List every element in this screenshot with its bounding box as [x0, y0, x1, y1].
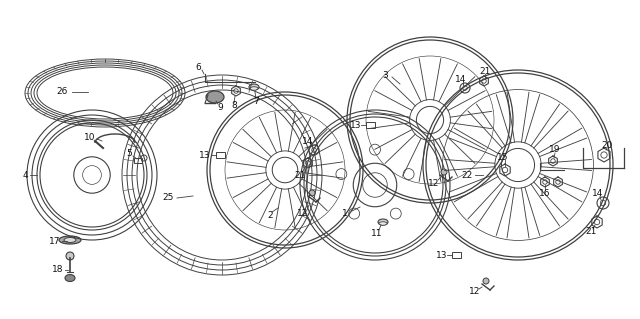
Ellipse shape: [64, 238, 76, 242]
Text: 25: 25: [163, 194, 173, 203]
Circle shape: [441, 169, 447, 175]
Text: 5: 5: [126, 150, 132, 159]
Text: 16: 16: [540, 189, 551, 197]
Bar: [134, 158, 142, 163]
Text: 15: 15: [497, 152, 509, 161]
Text: 12: 12: [469, 287, 481, 296]
Text: 3: 3: [382, 70, 388, 79]
Text: 4: 4: [22, 170, 28, 180]
Text: 1: 1: [342, 209, 348, 218]
Text: 6: 6: [195, 63, 201, 72]
Text: 11: 11: [371, 228, 383, 238]
Text: 2: 2: [267, 211, 273, 219]
Circle shape: [309, 190, 315, 196]
Text: 14: 14: [455, 75, 467, 84]
Circle shape: [66, 252, 74, 260]
Ellipse shape: [65, 275, 75, 281]
Text: 14: 14: [302, 137, 314, 145]
Text: 13: 13: [199, 151, 211, 160]
Text: 18: 18: [52, 265, 64, 275]
Text: 21: 21: [479, 66, 491, 76]
Text: 17: 17: [49, 236, 61, 246]
Ellipse shape: [378, 219, 388, 225]
Text: 13: 13: [350, 121, 362, 130]
Text: 20: 20: [602, 140, 612, 150]
Text: 21: 21: [294, 170, 306, 180]
Ellipse shape: [379, 222, 387, 225]
Ellipse shape: [206, 91, 224, 103]
Text: 12: 12: [298, 209, 308, 218]
Text: 22: 22: [461, 170, 472, 180]
Text: 8: 8: [231, 101, 237, 110]
Circle shape: [483, 278, 489, 284]
Text: 12: 12: [428, 179, 440, 188]
Text: 14: 14: [592, 189, 604, 197]
Text: 21: 21: [586, 227, 596, 236]
Text: 7: 7: [253, 98, 259, 107]
Text: 26: 26: [56, 87, 68, 97]
Ellipse shape: [250, 87, 258, 90]
Bar: [452, 252, 461, 258]
Text: 19: 19: [549, 145, 561, 154]
Text: 13: 13: [436, 250, 448, 259]
Text: 10: 10: [84, 133, 96, 143]
Text: 9: 9: [217, 102, 223, 112]
Ellipse shape: [249, 84, 259, 90]
Bar: [216, 152, 225, 158]
Ellipse shape: [59, 236, 81, 244]
Bar: [366, 122, 375, 128]
